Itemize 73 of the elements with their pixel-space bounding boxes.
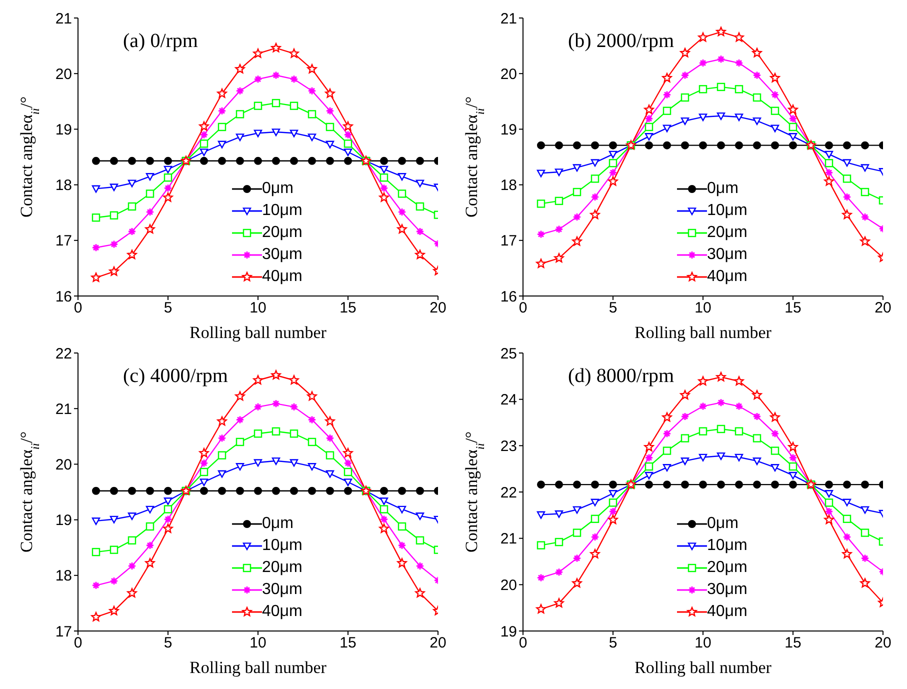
x-tick-label: 0 xyxy=(518,634,528,652)
x-axis-title: Rolling ball number xyxy=(190,323,327,342)
x-tick-label: 15 xyxy=(784,634,802,652)
x-tick-label: 0 xyxy=(74,634,82,652)
y-tick-label: 21 xyxy=(55,400,72,418)
y-tick-label: 16 xyxy=(55,288,72,306)
x-tick-label: 10 xyxy=(250,634,266,652)
legend-label: 40μm xyxy=(262,603,302,621)
legend-label: 40μm xyxy=(262,268,302,286)
y-tick-label: 22 xyxy=(500,484,517,502)
x-tick-label: 15 xyxy=(784,300,802,317)
x-tick-label: 5 xyxy=(608,634,618,652)
legend-label: 40μm xyxy=(707,268,748,286)
legend-label: 10μm xyxy=(707,537,748,555)
legend-label: 0μm xyxy=(707,180,738,198)
x-tick-label: 15 xyxy=(340,634,356,652)
x-tick-label: 5 xyxy=(164,634,172,652)
x-tick-label: 20 xyxy=(874,300,892,317)
legend-label: 40μm xyxy=(707,603,748,621)
x-axis-title: Rolling ball number xyxy=(190,658,327,677)
legend-label: 30μm xyxy=(707,581,748,599)
y-tick-label: 16 xyxy=(500,288,517,306)
y-tick-label: 18 xyxy=(500,177,517,194)
legend-label: 10μm xyxy=(707,202,748,220)
y-tick-label: 20 xyxy=(500,66,517,83)
x-tick-label: 10 xyxy=(694,300,712,317)
y-tick-label: 21 xyxy=(500,10,517,28)
text: (a) 0/rpm xyxy=(123,30,198,53)
x-tick-label: 0 xyxy=(518,300,528,317)
y-tick-label: 19 xyxy=(55,512,72,530)
text: (d) 8000/rpm xyxy=(568,365,674,388)
legend-label: 20μm xyxy=(262,559,302,577)
legend-label: 30μm xyxy=(707,246,748,264)
y-tick-label: 20 xyxy=(500,576,517,594)
legend-label: 20μm xyxy=(707,559,748,577)
x-tick-label: 10 xyxy=(250,300,266,317)
legend-label: 0μm xyxy=(262,515,294,533)
x-tick-label: 20 xyxy=(874,634,892,652)
y-tick-label: 17 xyxy=(55,623,72,640)
y-tick-label: 25 xyxy=(500,345,517,362)
x-axis-title: Rolling ball number xyxy=(634,658,772,677)
y-tick-label: 17 xyxy=(500,232,517,250)
y-tick-label: 19 xyxy=(500,122,517,139)
y-tick-label: 21 xyxy=(55,10,72,28)
y-tick-label: 20 xyxy=(55,66,72,83)
text: (c) 4000/rpm xyxy=(123,365,228,388)
x-tick-label: 0 xyxy=(74,300,82,317)
x-tick-label: 5 xyxy=(608,300,618,317)
y-tick-label: 24 xyxy=(500,392,517,409)
text: (b) 2000/rpm xyxy=(568,30,674,53)
x-tick-label: 20 xyxy=(430,634,446,652)
legend-label: 20μm xyxy=(707,224,748,242)
y-tick-label: 19 xyxy=(500,623,517,640)
y-tick-label: 20 xyxy=(55,456,72,474)
x-axis-title: Rolling ball number xyxy=(634,323,772,342)
legend-label: 30μm xyxy=(262,246,302,264)
y-tick-label: 19 xyxy=(55,122,72,139)
y-tick-label: 23 xyxy=(500,438,517,455)
legend-label: 10μm xyxy=(262,202,302,220)
x-tick-label: 15 xyxy=(340,300,356,317)
y-tick-label: 18 xyxy=(55,568,72,585)
legend-label: 0μm xyxy=(262,180,294,198)
y-tick-label: 17 xyxy=(55,232,72,250)
legend-label: 30μm xyxy=(262,581,302,599)
y-tick-label: 21 xyxy=(500,530,517,548)
x-tick-label: 5 xyxy=(164,300,172,317)
legend-label: 20μm xyxy=(262,224,302,242)
legend-label: 0μm xyxy=(707,515,738,533)
y-tick-label: 22 xyxy=(55,345,72,362)
x-tick-label: 20 xyxy=(430,300,446,317)
legend-label: 10μm xyxy=(262,537,302,555)
y-tick-label: 18 xyxy=(55,177,72,194)
x-tick-label: 10 xyxy=(694,634,712,652)
